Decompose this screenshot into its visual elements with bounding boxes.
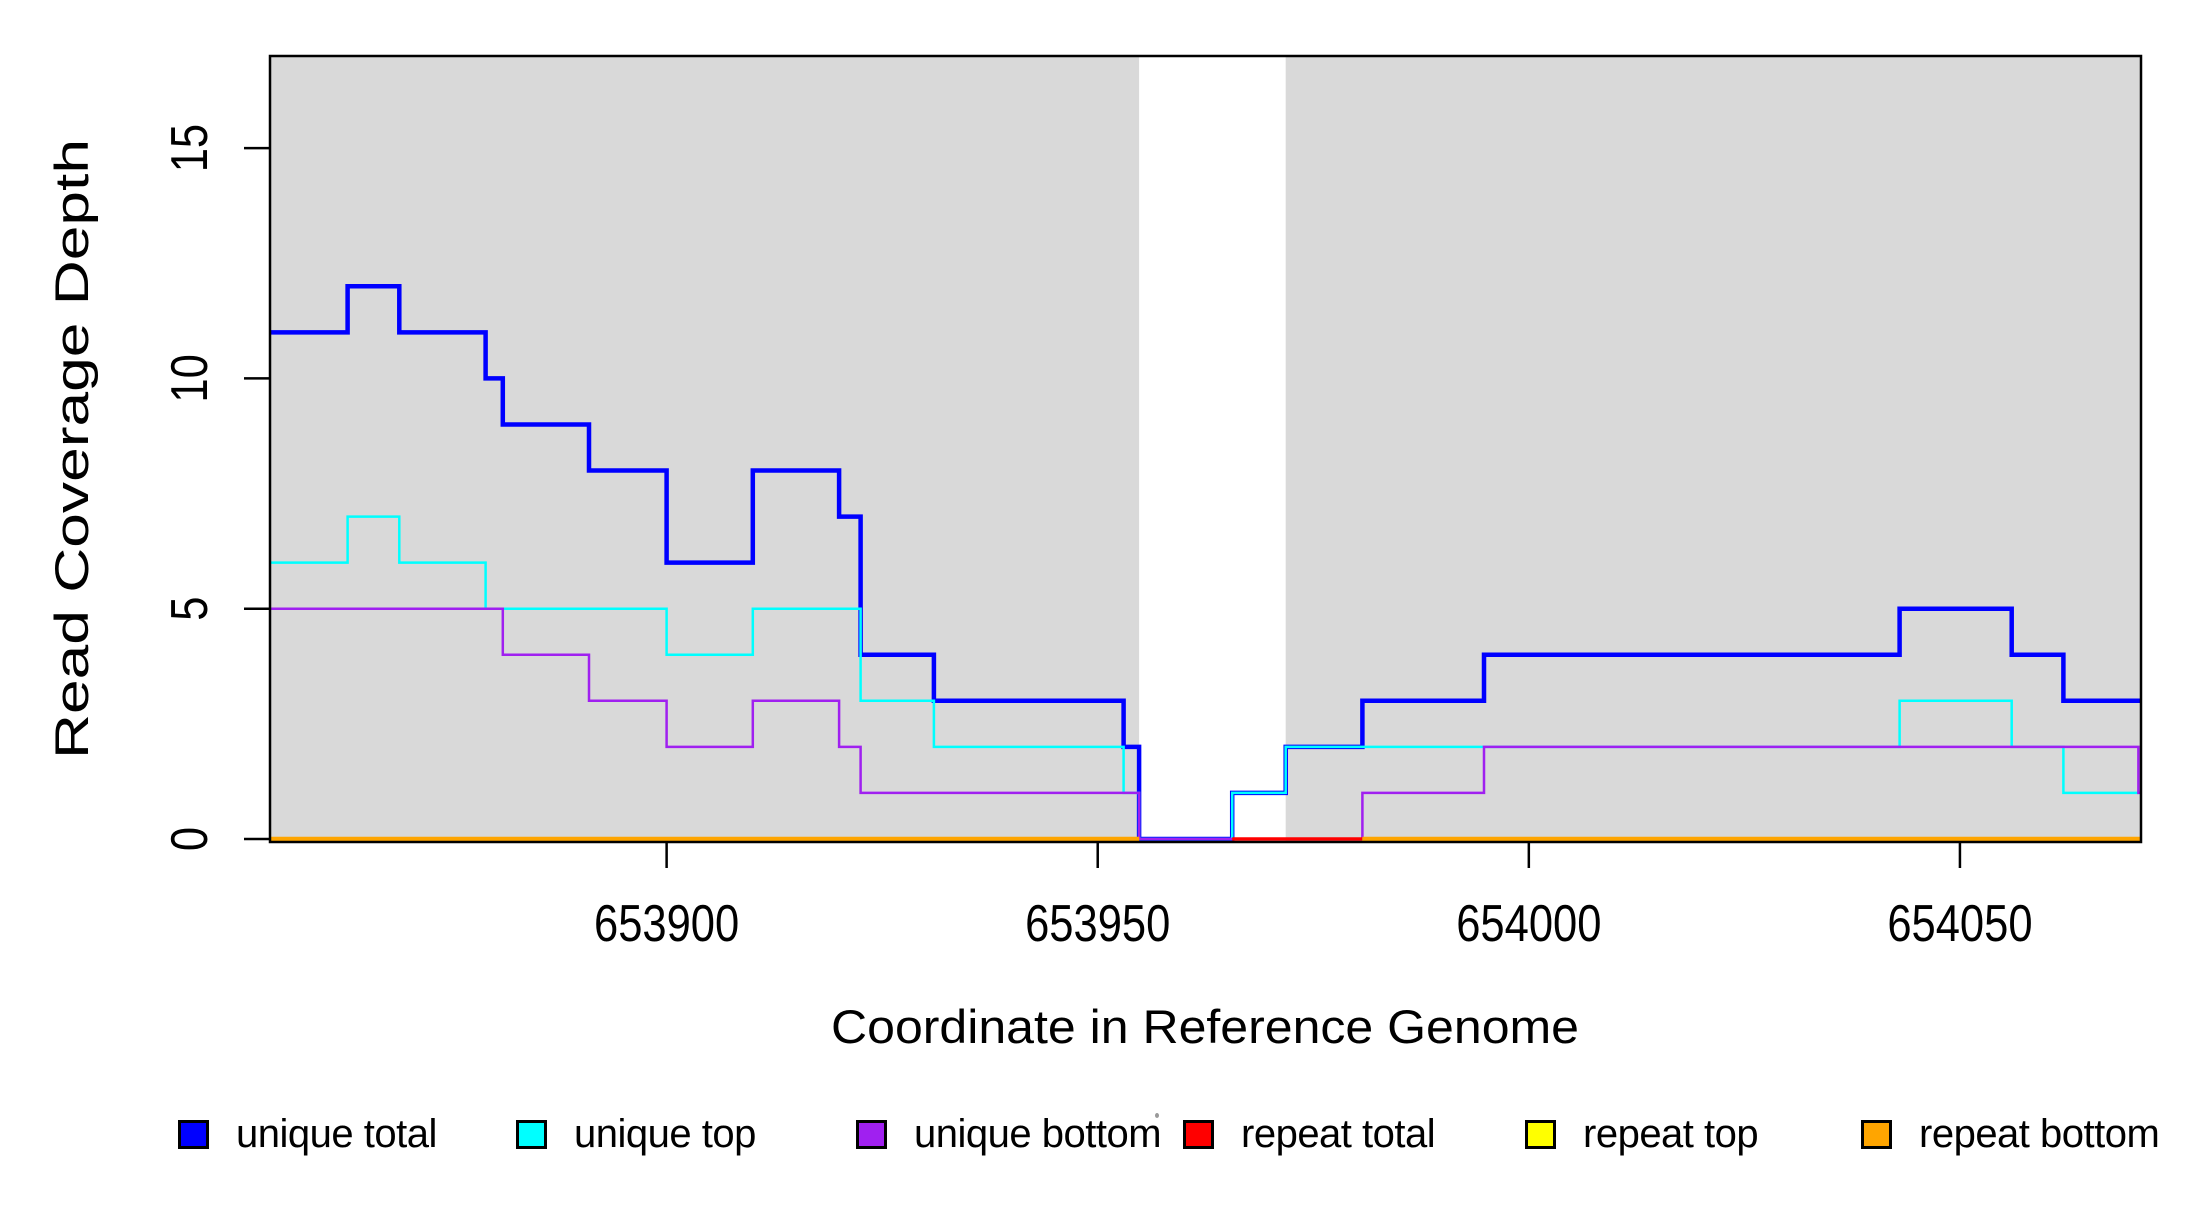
legend-label: unique top bbox=[574, 1111, 756, 1156]
series-layer bbox=[270, 284, 2141, 842]
repeat-top-swatch-icon bbox=[1525, 1119, 1556, 1149]
x-tick-label: 653900 bbox=[594, 895, 739, 953]
legend-item-repeat-total: repeat total bbox=[1183, 1108, 1436, 1160]
y-tick-label: 0 bbox=[161, 827, 219, 851]
plot-background-layer bbox=[270, 56, 2141, 842]
panel-border bbox=[268, 54, 2143, 844]
axes-layer: 653900 653950 654000 654050 0 5 10 15 bbox=[161, 124, 2033, 953]
panel-frame-layer bbox=[268, 54, 2143, 844]
x-tick-label: 653950 bbox=[1025, 895, 1170, 953]
unique-total-swatch-icon bbox=[178, 1119, 209, 1149]
coverage-gap-region bbox=[1139, 56, 1286, 842]
legend-item-unique-top: unique top bbox=[516, 1108, 756, 1160]
legend-label: repeat total bbox=[1241, 1111, 1436, 1156]
legend-item-repeat-top: repeat top bbox=[1525, 1108, 1759, 1160]
y-tick-label: 15 bbox=[161, 124, 219, 172]
stray-dot-artifact bbox=[1155, 1113, 1159, 1118]
legend: unique total unique top unique bottom re… bbox=[0, 1108, 2200, 1160]
legend-label: repeat bottom bbox=[1919, 1111, 2160, 1156]
y-tick-label: 10 bbox=[161, 354, 219, 402]
legend-item-unique-total: unique total bbox=[178, 1108, 437, 1160]
unique-top-swatch-icon bbox=[516, 1119, 547, 1149]
repeat-bottom-swatch-icon bbox=[1861, 1119, 1892, 1149]
series-unique-total bbox=[270, 284, 2141, 842]
legend-label: unique bottom bbox=[914, 1111, 1162, 1156]
x-tick-label: 654000 bbox=[1456, 895, 1601, 953]
x-tick-label: 654050 bbox=[1887, 895, 2032, 953]
series-unique-bottom bbox=[270, 607, 2141, 841]
legend-label: unique total bbox=[236, 1111, 437, 1156]
x-axis-title: Coordinate in Reference Genome bbox=[831, 1000, 1579, 1053]
legend-item-unique-bottom: unique bottom bbox=[856, 1108, 1162, 1160]
y-tick-label: 5 bbox=[161, 597, 219, 621]
legend-label: repeat top bbox=[1583, 1111, 1759, 1156]
legend-item-repeat-bottom: repeat bottom bbox=[1861, 1108, 2160, 1160]
series-unique-top bbox=[270, 515, 2141, 841]
y-axis-title: Read Coverage Depth bbox=[45, 139, 98, 759]
unique-bottom-swatch-icon bbox=[856, 1119, 887, 1149]
repeat-total-swatch-icon bbox=[1183, 1119, 1214, 1149]
